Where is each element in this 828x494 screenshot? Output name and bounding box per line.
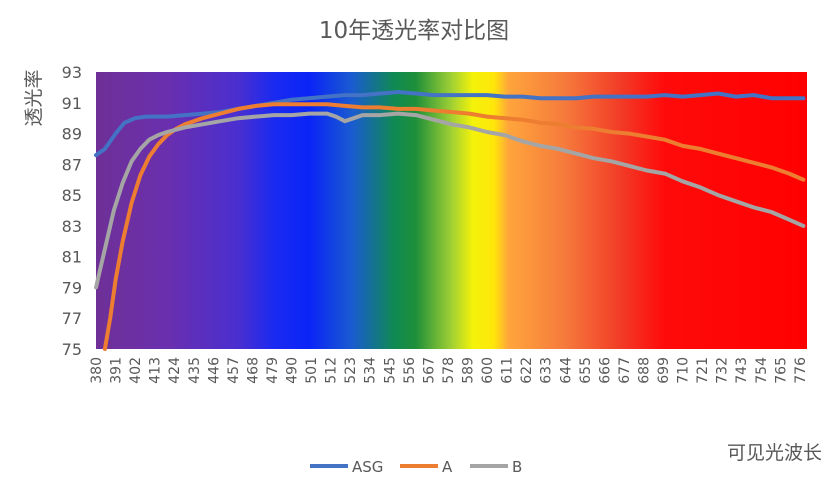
y-tick-label: 85	[62, 186, 82, 205]
series-line-b	[94, 111, 806, 290]
x-tick-label: 754	[754, 357, 770, 384]
x-tick-label: 490	[285, 357, 301, 384]
y-tick-label: 75	[62, 340, 82, 359]
legend-label-asg: ASG	[352, 458, 383, 476]
x-tick-label: 446	[206, 357, 222, 384]
x-tick-label: 435	[187, 357, 203, 384]
x-tick-label: 468	[245, 357, 261, 384]
x-tick-label: 655	[578, 357, 594, 384]
x-tick-label: 424	[167, 357, 183, 384]
x-tick-label: 644	[558, 357, 574, 384]
x-tick-label: 622	[519, 357, 535, 384]
x-tick-label: 589	[460, 357, 476, 384]
y-axis-label: 透光率	[23, 69, 45, 126]
x-tick-label: 776	[793, 357, 809, 384]
x-tick-label: 688	[636, 357, 652, 384]
y-tick-label: 77	[62, 309, 82, 328]
x-tick-label: 413	[148, 357, 164, 384]
x-tick-label: 523	[343, 357, 359, 384]
x-tick-label: 611	[500, 357, 516, 384]
x-tick-label: 402	[128, 357, 144, 384]
x-tick-label: 457	[226, 357, 242, 384]
x-tick-label: 600	[480, 357, 496, 384]
x-tick-label: 380	[89, 357, 105, 384]
x-tick-label: 699	[656, 357, 672, 384]
x-tick-label: 512	[324, 357, 340, 384]
series-lines	[94, 90, 806, 351]
series-line-asg	[94, 90, 806, 158]
x-tick-label: 391	[109, 357, 125, 384]
x-tick-label: 556	[402, 357, 418, 384]
legend-label-b: B	[512, 458, 522, 476]
y-tick-label: 87	[62, 155, 82, 174]
y-tick-label: 79	[62, 278, 82, 297]
y-axis-ticks: 75 77 79 81 83 85 87 89 91 93	[62, 63, 82, 359]
x-tick-label: 633	[539, 357, 555, 384]
x-tick-label: 710	[676, 357, 692, 384]
y-tick-label: 91	[62, 94, 82, 113]
x-tick-label: 721	[695, 357, 711, 384]
legend-label-a: A	[442, 458, 453, 476]
x-axis-label: 可见光波长	[727, 442, 822, 464]
x-tick-label: 578	[441, 357, 457, 384]
legend: ASG A B	[310, 458, 522, 476]
x-tick-label: 501	[304, 357, 320, 384]
x-axis-ticks: 380 391 402 413 424 435 446 457 468 479 490 501 512 5…	[89, 357, 809, 384]
x-tick-label: 677	[617, 357, 633, 384]
x-tick-label: 743	[734, 357, 750, 384]
x-tick-label: 765	[773, 357, 789, 384]
y-tick-label: 81	[62, 248, 82, 267]
x-tick-label: 732	[715, 357, 731, 384]
x-tick-label: 666	[597, 357, 613, 384]
plot-area-spectrum-background	[96, 72, 807, 349]
x-tick-label: 534	[363, 357, 379, 384]
y-tick-label: 83	[62, 217, 82, 236]
x-tick-label: 567	[421, 357, 437, 384]
y-tick-label: 93	[62, 63, 82, 82]
series-line-a	[102, 102, 806, 351]
y-tick-label: 89	[62, 125, 82, 144]
x-tick-label: 479	[265, 357, 281, 384]
chart-title: 10年透光率对比图	[319, 18, 509, 44]
x-tick-label: 545	[382, 357, 398, 384]
